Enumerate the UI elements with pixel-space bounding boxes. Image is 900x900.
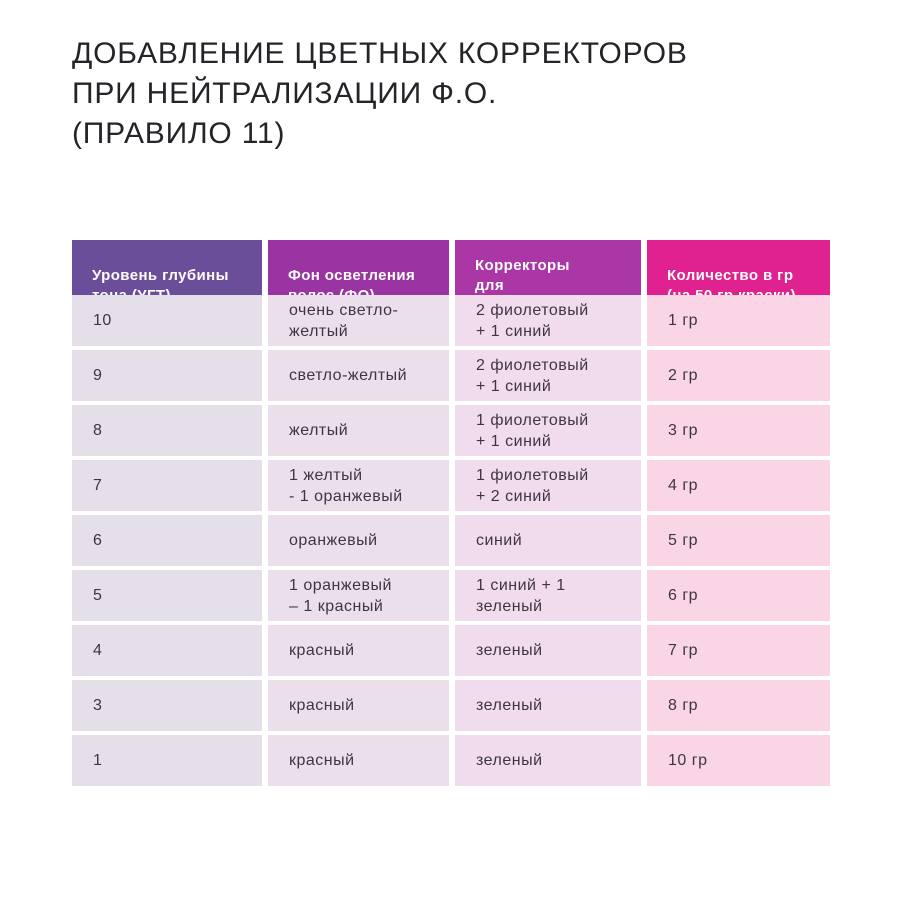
cell-ugt: 5	[72, 570, 262, 621]
page-title: ДОБАВЛЕНИЕ ЦВЕТНЫХ КОРРЕКТОРОВ ПРИ НЕЙТР…	[72, 37, 688, 150]
cell-ugt: 3	[72, 680, 262, 731]
cell-fo: красный	[268, 680, 449, 731]
cell-ugt: 8	[72, 405, 262, 456]
cell-corrector: 1 фиолетовый + 1 синий	[455, 405, 641, 456]
cell-amount: 3 гр	[647, 405, 830, 456]
cell-fo: 1 оранжевый – 1 красный	[268, 570, 449, 621]
cell-amount: 10 гр	[647, 735, 830, 786]
cell-corrector: 1 фиолетовый + 2 синий	[455, 460, 641, 511]
cell-fo: оранжевый	[268, 515, 449, 566]
cell-fo: 1 желтый - 1 оранжевый	[268, 460, 449, 511]
cell-amount: 7 гр	[647, 625, 830, 676]
cell-amount: 2 гр	[647, 350, 830, 401]
cell-corrector: 2 фиолетовый + 1 синий	[455, 350, 641, 401]
cell-ugt: 9	[72, 350, 262, 401]
cell-amount: 4 гр	[647, 460, 830, 511]
cell-amount: 6 гр	[647, 570, 830, 621]
cell-fo: красный	[268, 625, 449, 676]
cell-corrector: 1 синий + 1 зеленый	[455, 570, 641, 621]
cell-amount: 8 гр	[647, 680, 830, 731]
cell-ugt: 7	[72, 460, 262, 511]
cell-ugt: 10	[72, 295, 262, 346]
cell-amount: 1 гр	[647, 295, 830, 346]
cell-amount: 5 гр	[647, 515, 830, 566]
cell-corrector: 2 фиолетовый + 1 синий	[455, 295, 641, 346]
cell-corrector: зеленый	[455, 680, 641, 731]
cell-ugt: 4	[72, 625, 262, 676]
cell-fo: светло-желтый	[268, 350, 449, 401]
cell-fo: желтый	[268, 405, 449, 456]
color-corrector-table: Уровень глубины тона (УГТ) Фон осветлени…	[72, 240, 830, 786]
cell-fo: красный	[268, 735, 449, 786]
cell-corrector: зеленый	[455, 735, 641, 786]
cell-ugt: 6	[72, 515, 262, 566]
cell-corrector: зеленый	[455, 625, 641, 676]
cell-ugt: 1	[72, 735, 262, 786]
cell-fo: очень светло-желтый	[268, 295, 449, 346]
cell-corrector: синий	[455, 515, 641, 566]
